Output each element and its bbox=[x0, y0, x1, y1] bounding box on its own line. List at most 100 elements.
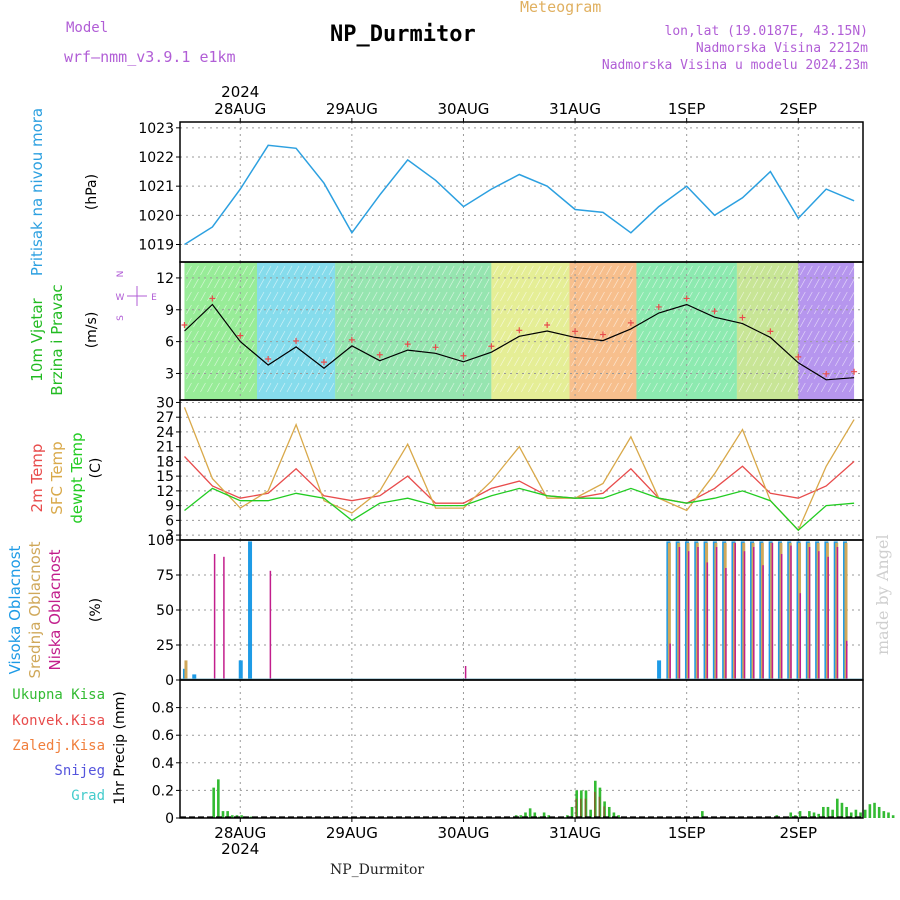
wind-barb bbox=[549, 304, 555, 315]
wind-barb bbox=[549, 356, 555, 367]
wind-barb bbox=[729, 291, 735, 302]
wind-barb bbox=[773, 291, 780, 302]
wind-gust-marker bbox=[739, 314, 746, 321]
wind-barb bbox=[606, 317, 612, 328]
wind-gust-marker bbox=[655, 303, 662, 310]
wind-barb bbox=[427, 369, 434, 380]
wind-barb bbox=[556, 382, 562, 393]
wind-barb bbox=[392, 330, 399, 341]
cloud-bar bbox=[223, 556, 225, 680]
wind-barb bbox=[350, 382, 357, 393]
wind-barb bbox=[645, 343, 651, 354]
wind-barb bbox=[645, 278, 651, 289]
wind-barb bbox=[300, 278, 307, 289]
precip-bar bbox=[854, 809, 858, 818]
wind-barb bbox=[687, 343, 693, 354]
wind-barb bbox=[399, 356, 406, 367]
wind-barb bbox=[701, 265, 707, 276]
wind-barb bbox=[592, 278, 598, 289]
wind-barb bbox=[258, 304, 265, 315]
wind-barb bbox=[620, 369, 626, 380]
wind-barb bbox=[535, 356, 541, 367]
wind-barb bbox=[745, 382, 752, 393]
conv-precip-bar bbox=[603, 806, 605, 818]
wind-barb bbox=[307, 317, 314, 328]
wind-barb bbox=[834, 356, 841, 367]
cloud-bar bbox=[753, 547, 755, 680]
wind-barb bbox=[542, 278, 548, 289]
wind-barb bbox=[249, 356, 255, 367]
precip-bar bbox=[826, 806, 830, 818]
wind-barb bbox=[476, 265, 483, 276]
wind-barb bbox=[221, 317, 227, 328]
wind-barb bbox=[413, 369, 420, 380]
wind-barb bbox=[235, 291, 241, 302]
precip-bar bbox=[840, 802, 844, 818]
wind-barb bbox=[708, 382, 714, 393]
wind-gust-marker bbox=[795, 353, 802, 360]
wind-barb bbox=[307, 343, 314, 354]
wind-barb bbox=[420, 304, 427, 315]
wind-barb bbox=[542, 317, 548, 328]
wind-barb bbox=[722, 265, 728, 276]
wind-barb bbox=[666, 343, 672, 354]
wind-barb bbox=[427, 317, 434, 328]
wind-barb bbox=[766, 382, 773, 393]
wind-barb bbox=[258, 356, 265, 367]
wind-barb bbox=[645, 304, 651, 315]
wind-barb bbox=[592, 265, 598, 276]
cloud-bar bbox=[184, 660, 188, 680]
y-tick-label: 1023 bbox=[138, 121, 174, 137]
wind-barb bbox=[841, 265, 848, 276]
wind-barb bbox=[249, 304, 255, 315]
wind-barb bbox=[780, 330, 787, 341]
wind-barb bbox=[745, 291, 752, 302]
wind-barb bbox=[242, 369, 248, 380]
wind-barb bbox=[328, 330, 335, 341]
wind-barb bbox=[535, 382, 541, 393]
wind-barb bbox=[441, 356, 448, 367]
wind-barb bbox=[592, 291, 598, 302]
wind-barb bbox=[521, 291, 527, 302]
x-label-top: 29AUG bbox=[326, 100, 378, 118]
y-tick-label: 9 bbox=[165, 303, 174, 319]
wind-barb bbox=[357, 265, 364, 276]
x-label-top: 31AUG bbox=[549, 100, 601, 118]
wind-barb bbox=[687, 356, 693, 367]
wind-barb bbox=[556, 265, 562, 276]
wind-barb bbox=[738, 278, 745, 289]
wind-barb bbox=[186, 356, 192, 367]
wind-barb bbox=[787, 343, 794, 354]
cloud-bar bbox=[846, 640, 848, 680]
wind-barb bbox=[745, 343, 752, 354]
wind-barb bbox=[620, 343, 626, 354]
wind-barb bbox=[328, 369, 335, 380]
wind-barb bbox=[652, 356, 658, 367]
station-title: NP_Durmitor bbox=[330, 22, 476, 47]
wind-barb bbox=[413, 265, 420, 276]
wind-barb bbox=[500, 343, 506, 354]
wind-barb bbox=[200, 278, 206, 289]
wind-barb bbox=[493, 291, 499, 302]
wind-barb bbox=[715, 369, 721, 380]
wind-barb bbox=[385, 382, 392, 393]
wind-barb bbox=[542, 330, 548, 341]
wind-barb bbox=[207, 382, 213, 393]
wind-barb bbox=[336, 330, 343, 341]
wind-barb bbox=[759, 369, 766, 380]
wind-barb bbox=[242, 291, 248, 302]
wind-barb bbox=[806, 317, 813, 328]
wind-barb bbox=[673, 343, 679, 354]
wind-barb bbox=[599, 382, 605, 393]
wind-barb bbox=[729, 369, 735, 380]
x-year-top: 2024 bbox=[221, 83, 259, 101]
wind-barb bbox=[652, 265, 658, 276]
wind-barb bbox=[787, 356, 794, 367]
y-tick-label: 75 bbox=[156, 568, 174, 584]
wind-barb bbox=[606, 356, 612, 367]
wind-barb bbox=[627, 343, 633, 354]
wind-barb bbox=[500, 382, 506, 393]
wind-barb bbox=[307, 265, 314, 276]
wind-barb bbox=[186, 291, 192, 302]
precip-bar bbox=[877, 806, 881, 818]
